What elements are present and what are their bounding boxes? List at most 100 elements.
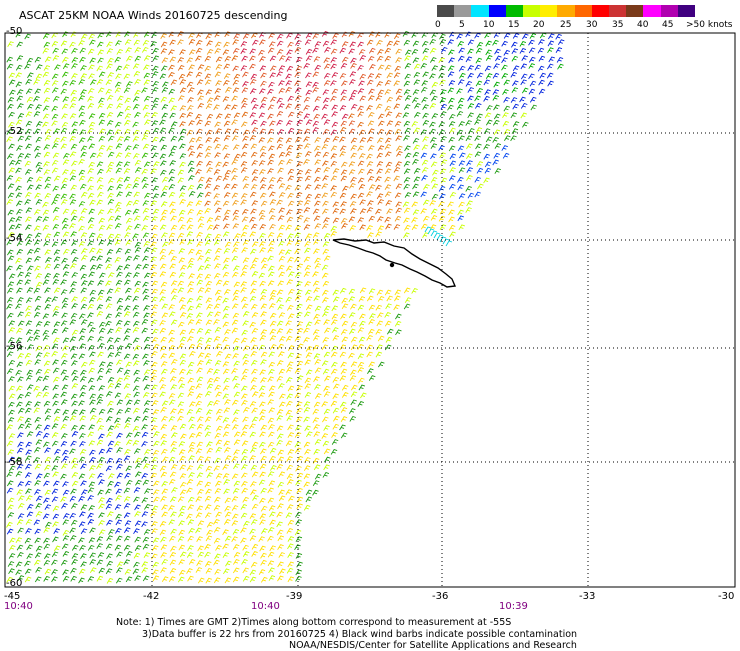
wind-barb bbox=[367, 176, 375, 182]
wind-barb bbox=[314, 151, 322, 158]
wind-barb bbox=[268, 505, 276, 511]
wind-barb bbox=[277, 343, 284, 350]
wind-barb bbox=[393, 304, 400, 311]
wind-barb bbox=[53, 528, 60, 535]
wind-barb bbox=[143, 241, 150, 247]
wind-barb bbox=[70, 96, 78, 103]
wind-barb bbox=[107, 151, 115, 158]
wind-barb bbox=[285, 335, 293, 342]
wind-barb bbox=[458, 193, 466, 200]
wind-barb bbox=[71, 544, 79, 551]
wind-barb bbox=[268, 41, 276, 48]
wind-barb bbox=[249, 55, 256, 62]
wind-barb bbox=[367, 73, 375, 79]
wind-barb bbox=[396, 150, 403, 157]
wind-barb bbox=[159, 345, 167, 352]
wind-barb bbox=[359, 208, 367, 215]
wind-barb bbox=[474, 95, 481, 102]
wind-barb bbox=[251, 327, 259, 334]
wind-barb bbox=[188, 39, 196, 45]
wind-barb bbox=[35, 473, 43, 480]
wind-barb bbox=[322, 280, 330, 287]
wind-barb bbox=[159, 119, 166, 126]
wind-barb bbox=[124, 449, 131, 455]
wind-barb bbox=[96, 536, 104, 543]
wind-barb bbox=[348, 113, 355, 120]
wind-barb bbox=[241, 55, 248, 62]
wind-barb bbox=[537, 65, 545, 72]
wind-barb bbox=[456, 33, 463, 40]
wind-barb bbox=[215, 248, 222, 254]
wind-barb bbox=[366, 335, 373, 341]
wind-barb bbox=[494, 168, 501, 174]
wind-barb bbox=[395, 313, 402, 320]
wind-barb bbox=[485, 136, 493, 143]
wind-barb bbox=[123, 320, 131, 327]
wind-barb bbox=[143, 112, 151, 118]
wind-barb bbox=[25, 472, 32, 479]
wind-barb bbox=[179, 128, 187, 135]
wind-barb bbox=[340, 368, 348, 375]
wind-barb bbox=[492, 72, 500, 79]
wind-barb bbox=[332, 33, 339, 39]
wind-barb bbox=[269, 177, 276, 183]
wind-barb bbox=[105, 296, 113, 303]
wind-barb bbox=[34, 305, 42, 312]
wind-barb bbox=[159, 248, 167, 255]
wind-barb bbox=[312, 232, 320, 239]
wind-barb bbox=[314, 473, 322, 480]
wind-barb bbox=[196, 152, 203, 159]
wind-barb bbox=[114, 129, 122, 136]
wind-barb bbox=[116, 561, 124, 568]
wind-barb bbox=[34, 265, 41, 272]
wind-barb bbox=[222, 313, 229, 320]
wind-barb bbox=[51, 432, 59, 438]
wind-barb bbox=[60, 441, 68, 447]
wind-barb bbox=[97, 289, 105, 296]
wind-barb bbox=[267, 168, 274, 174]
wind-barb bbox=[313, 295, 320, 302]
wind-barb bbox=[467, 87, 474, 93]
wind-barb bbox=[296, 200, 304, 207]
wind-barb bbox=[98, 408, 106, 415]
wind-barb bbox=[87, 192, 95, 199]
wind-barb bbox=[16, 89, 24, 96]
wind-barb bbox=[305, 352, 313, 359]
wind-barb bbox=[106, 167, 113, 174]
wind-barb bbox=[170, 408, 177, 415]
wind-barb bbox=[269, 65, 277, 72]
wind-barb bbox=[278, 351, 285, 358]
wind-barb bbox=[231, 456, 238, 462]
legend-color-bar bbox=[437, 5, 696, 17]
wind-barb bbox=[375, 208, 382, 215]
wind-barb bbox=[96, 310, 104, 317]
wind-barb bbox=[8, 385, 16, 392]
wind-barb bbox=[34, 295, 42, 302]
wind-barb bbox=[224, 104, 231, 111]
wind-barb bbox=[332, 217, 340, 224]
wind-barb bbox=[384, 143, 392, 150]
wind-barb bbox=[78, 95, 85, 101]
wind-barb bbox=[17, 527, 24, 534]
wind-barb bbox=[242, 320, 249, 327]
wind-barb bbox=[70, 231, 77, 238]
wind-barb bbox=[395, 95, 403, 102]
wind-barb bbox=[124, 232, 131, 238]
wind-barb bbox=[178, 73, 186, 80]
wind-barb bbox=[62, 56, 69, 63]
wind-barb bbox=[278, 207, 285, 214]
wind-barb bbox=[152, 328, 159, 335]
note-line-2: 3)Data buffer is 22 hrs from 20160725 4)… bbox=[142, 629, 578, 640]
wind-barb bbox=[80, 303, 88, 310]
wind-barb bbox=[215, 161, 222, 168]
wind-barb bbox=[314, 176, 321, 183]
wind-barb bbox=[359, 55, 366, 61]
wind-barb bbox=[99, 272, 106, 279]
wind-barb bbox=[87, 103, 95, 109]
wind-barb bbox=[62, 409, 69, 416]
wind-barb bbox=[97, 425, 105, 431]
wind-barb bbox=[125, 295, 132, 302]
wind-barb bbox=[116, 103, 123, 109]
wind-barb bbox=[357, 105, 364, 112]
wind-barb bbox=[186, 231, 194, 238]
